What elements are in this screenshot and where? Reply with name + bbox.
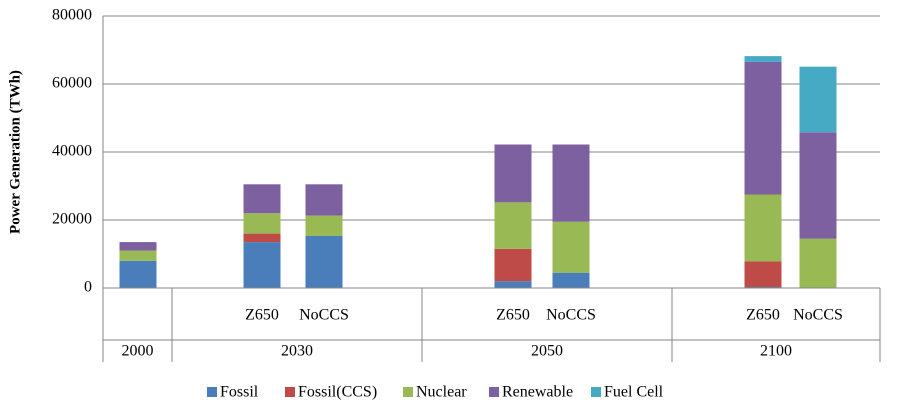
group-label: 2100 [760,343,792,360]
bar-segment [744,194,782,262]
bar-segment [744,286,782,288]
legend-swatch [207,387,217,397]
legend-swatch [403,387,413,397]
x-tick-label: NoCCS [793,307,843,324]
bar-segment [119,242,157,251]
bar-segment [305,184,343,216]
x-tick-label: Z650 [245,307,279,324]
bar-segment [494,281,532,288]
x-tick-label: Z650 [746,307,780,324]
group-label: 2030 [281,343,313,360]
bar-segment [744,61,782,195]
bar-segment [799,66,837,133]
bar-segment [243,242,281,288]
x-tick-label: Z650 [496,307,530,324]
bar-segment [799,238,837,288]
bar-segment [744,56,782,62]
legend-label: Renewable [502,384,573,401]
bar-segment [494,144,532,203]
bar-segment [119,250,157,261]
group-label: 2050 [531,343,563,360]
bar-segment [744,261,782,287]
bar-segment [494,202,532,249]
y-tick-label: 80000 [52,7,92,24]
bar-segment [799,132,837,239]
x-tick-label: NoCCS [299,307,349,324]
bar-segment [494,248,532,282]
bar-segment [552,272,590,288]
y-tick-label: 0 [84,279,92,296]
bar-segment [305,215,343,236]
legend-swatch [591,387,601,397]
legend-label: Fossil [220,384,259,401]
y-tick-label: 40000 [52,143,92,160]
bar-segment [243,213,281,234]
legend-swatch [489,387,499,397]
bar-segment [552,221,590,273]
y-tick-label: 20000 [52,211,92,228]
bar-segment [119,260,157,288]
x-tick-label: NoCCS [546,307,596,324]
bar-segment [243,184,281,214]
y-axis-label: Power Generation (TWh) [7,70,23,234]
group-label: 2000 [122,343,154,360]
legend-label: Fossil(CCS) [298,384,377,401]
legend-label: Nuclear [416,384,467,401]
legend-label: Fuel Cell [604,384,664,401]
legend-swatch [285,387,295,397]
bar-segment [305,235,343,288]
bar-segment [243,233,281,243]
y-tick-label: 60000 [52,75,92,92]
bar-segment [552,144,590,222]
